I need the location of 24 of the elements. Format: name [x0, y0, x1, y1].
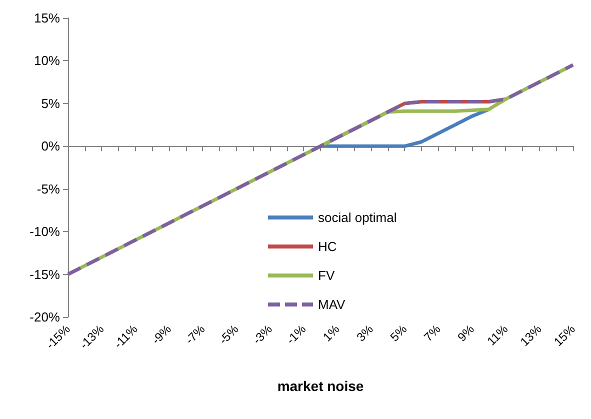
x-tick-label: 9% [454, 322, 478, 344]
legend-label: social optimal [318, 210, 397, 225]
x-tick-label: 5% [387, 322, 410, 344]
x-tick-label: 3% [354, 322, 376, 344]
legend-label: FV [318, 268, 335, 283]
y-tick-label: -15% [30, 266, 60, 282]
x-tick-label: 1% [320, 322, 343, 344]
x-tick-label: -1% [284, 322, 309, 348]
legend-label: HC [318, 239, 337, 254]
y-tick-label: -10% [30, 224, 60, 240]
y-tick-label: 0% [41, 138, 60, 154]
y-tick-label: -5% [36, 181, 60, 196]
y-tick-label: -20% [30, 310, 60, 324]
legend-label: MAV [318, 297, 346, 312]
y-tick-label: 10% [34, 53, 60, 68]
x-tick-label: -5% [216, 322, 242, 348]
x-tick-label: -3% [250, 322, 276, 348]
x-axis-title: market noise [277, 378, 364, 394]
y-tick-label: 15% [34, 10, 60, 26]
y-tick-label: 5% [41, 96, 60, 111]
x-tick-label: -7% [182, 322, 208, 348]
x-tick-label: -9% [148, 322, 174, 348]
x-tick-label: 7% [421, 322, 444, 344]
x-tick-label: 11% [484, 322, 511, 348]
